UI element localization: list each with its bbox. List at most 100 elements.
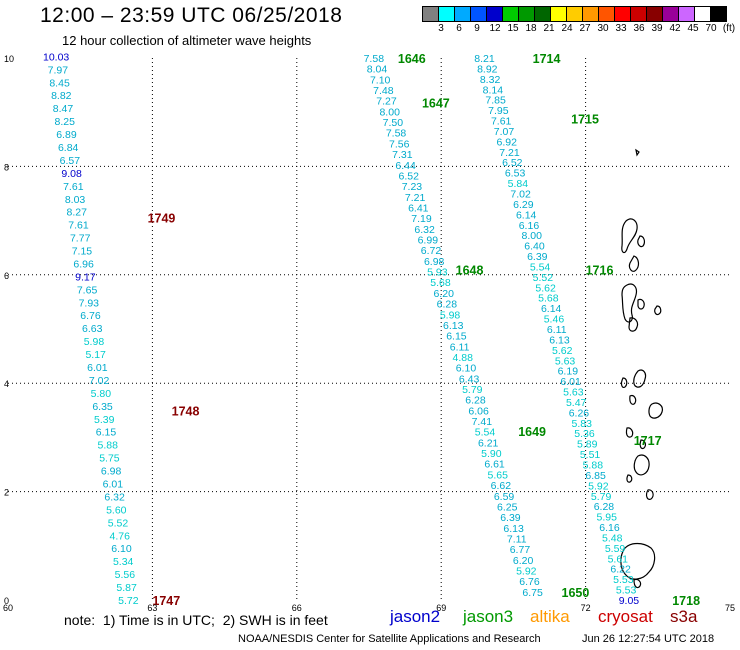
wave-height-value: 5.53: [616, 585, 637, 597]
wave-height-value: 5.95: [596, 512, 617, 524]
wave-height-value: 9.05: [619, 595, 640, 607]
wave-height-value: 7.93: [79, 297, 100, 309]
wave-height-value: 6.28: [465, 395, 486, 407]
pass-time-label: 1714: [533, 52, 561, 66]
wave-height-value: 5.92: [588, 480, 609, 492]
wave-height-value: 7.02: [89, 375, 110, 387]
wave-height-value: 6.10: [456, 363, 477, 375]
wave-height-value: 7.61: [63, 181, 84, 193]
scale-label: 33: [615, 23, 627, 34]
x-tick-label: 66: [292, 603, 302, 613]
wave-height-value: 6.01: [87, 362, 108, 374]
wave-height-value: 5.52: [533, 272, 554, 284]
wave-height-value: 5.62: [552, 345, 573, 357]
wave-height-value: 7.31: [392, 149, 413, 161]
wave-height-value: 5.83: [571, 418, 592, 430]
wave-height-value: 8.45: [49, 77, 70, 89]
pass-time-label: 1650: [562, 586, 590, 600]
scale-label: (ft): [722, 23, 736, 34]
y-tick-label: 10: [4, 54, 14, 64]
pass-time-label: 1648: [456, 263, 484, 277]
wave-height-value: 6.11: [547, 324, 567, 336]
wave-height-value: 6.20: [513, 555, 534, 567]
footer-timestamp: Jun 26 12:27:54 UTC 2018: [582, 633, 715, 645]
scale-label: 9: [474, 23, 480, 34]
wave-height-value: 5.88: [583, 460, 604, 472]
legend-cryosat: cryosat: [598, 607, 653, 626]
wave-height-value: 6.92: [497, 136, 518, 148]
wave-height-value: 6.98: [101, 466, 122, 478]
wave-height-value: 7.85: [485, 95, 506, 107]
wave-height-value: 6.22: [610, 564, 631, 576]
wave-height-value: 6.19: [558, 366, 579, 378]
wave-height-value: 5.68: [430, 277, 451, 289]
wave-height-value: 5.68: [538, 293, 559, 305]
wave-height-value: 7.50: [383, 117, 404, 129]
x-tick-label: 63: [147, 603, 157, 613]
wave-height-value: 6.76: [519, 576, 540, 588]
wave-height-value: 6.84: [58, 142, 79, 154]
wave-height-value: 6.20: [433, 288, 454, 300]
wave-height-value: 5.88: [97, 440, 118, 452]
wave-height-value: 7.48: [373, 85, 394, 97]
wave-height-value: 5.65: [487, 469, 508, 481]
wave-height-value: 6.57: [60, 155, 81, 167]
wave-height-value: 6.06: [468, 405, 489, 417]
satellite-pass: 8.218.928.328.147.857.957.617.076.927.21…: [474, 52, 700, 608]
wave-height-value: 6.13: [503, 523, 524, 535]
wave-height-value: 7.41: [472, 416, 493, 428]
wave-height-value: 7.77: [70, 233, 91, 245]
scale-label: 3: [438, 23, 444, 34]
pass-time-label: 1718: [672, 594, 700, 608]
wave-height-value: 5.39: [94, 414, 115, 426]
scale-label: 18: [525, 23, 537, 34]
pass-time-label: 1747: [152, 594, 180, 608]
x-tick-label: 69: [436, 603, 446, 613]
scale-label: 27: [579, 23, 591, 34]
wave-height-value: 7.23: [402, 181, 423, 193]
wave-height-value: 7.65: [77, 284, 98, 296]
wave-height-value: 7.58: [364, 53, 385, 65]
pass-time-label: 1646: [398, 52, 426, 66]
wave-height-value: 6.62: [491, 480, 512, 492]
wave-height-value: 7.61: [491, 116, 512, 128]
wave-height-value: 5.51: [580, 449, 601, 461]
wave-height-value: 6.13: [443, 320, 464, 332]
scale-label: 45: [687, 23, 699, 34]
scale-label: 70: [705, 23, 717, 34]
wave-height-value: 8.04: [367, 64, 388, 76]
wave-height-value: 6.13: [549, 334, 570, 346]
scale-label: 30: [597, 23, 609, 34]
wave-height-value: 5.93: [427, 267, 448, 279]
wave-height-value: 5.61: [608, 553, 629, 565]
wave-height-value: 7.11: [507, 533, 527, 545]
wave-height-value: 9.17: [75, 271, 96, 283]
wave-height-value: 5.84: [508, 178, 529, 190]
x-tick-label: 60: [3, 603, 13, 613]
pass-time-label: 1717: [634, 434, 662, 448]
wave-height-value: 6.14: [541, 303, 562, 315]
wave-height-value: 7.15: [72, 246, 93, 258]
wave-height-value: 8.14: [483, 84, 504, 96]
x-tick-label: 72: [581, 603, 591, 613]
map-subtitle: 12 hour collection of altimeter wave hei…: [62, 33, 312, 48]
wave-height-value: 6.10: [111, 543, 132, 555]
wave-height-value: 6.40: [524, 241, 545, 253]
y-tick-label: 8: [4, 162, 9, 172]
legend-note: note: 1) Time is in UTC; 2) SWH is in fe…: [64, 612, 328, 628]
wave-height-value: 7.21: [499, 147, 520, 159]
wave-height-value: 7.97: [48, 64, 69, 76]
wave-height-value: 8.47: [53, 103, 74, 115]
lat-lon-grid: [8, 58, 730, 600]
y-tick-label: 4: [4, 379, 9, 389]
wave-height-value: 5.17: [85, 349, 106, 361]
wave-height-value: 6.44: [395, 160, 416, 172]
pass-time-label: 1715: [571, 113, 599, 127]
wave-height-value: 6.15: [96, 427, 117, 439]
y-tick-label: 6: [4, 271, 9, 281]
wave-height-value: 8.32: [480, 74, 501, 86]
pass-time-label: 1749: [148, 211, 176, 225]
wave-height-value: 6.52: [502, 157, 523, 169]
scale-label: 36: [633, 23, 645, 34]
wave-height-value: 6.75: [522, 587, 543, 599]
